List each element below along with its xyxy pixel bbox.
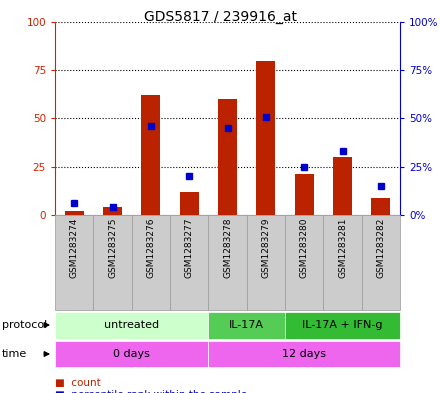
Text: GSM1283275: GSM1283275 xyxy=(108,218,117,278)
Bar xyxy=(218,99,237,215)
Text: GSM1283277: GSM1283277 xyxy=(185,218,194,278)
Bar xyxy=(256,61,275,215)
Text: ■  count: ■ count xyxy=(55,378,101,388)
Bar xyxy=(323,215,362,310)
Text: ■  percentile rank within the sample: ■ percentile rank within the sample xyxy=(55,390,247,393)
Text: GSM1283281: GSM1283281 xyxy=(338,218,347,278)
Text: 12 days: 12 days xyxy=(282,349,326,359)
Text: untreated: untreated xyxy=(104,320,159,330)
Text: GSM1283279: GSM1283279 xyxy=(261,218,270,278)
Text: GSM1283276: GSM1283276 xyxy=(147,218,155,278)
Text: IL-17A + IFN-g: IL-17A + IFN-g xyxy=(302,320,383,330)
Bar xyxy=(55,312,208,338)
Bar xyxy=(208,215,247,310)
Bar xyxy=(170,215,208,310)
Bar xyxy=(208,342,400,367)
Bar xyxy=(55,215,93,310)
Text: GDS5817 / 239916_at: GDS5817 / 239916_at xyxy=(143,10,297,24)
Bar xyxy=(333,157,352,215)
Text: IL-17A: IL-17A xyxy=(229,320,264,330)
Bar xyxy=(371,198,390,215)
Bar xyxy=(141,95,161,215)
Bar xyxy=(285,215,323,310)
Text: GSM1283274: GSM1283274 xyxy=(70,218,79,278)
Text: protocol: protocol xyxy=(2,320,47,330)
Bar xyxy=(55,342,208,367)
Bar xyxy=(362,215,400,310)
Bar xyxy=(208,312,285,338)
Bar xyxy=(247,215,285,310)
Bar xyxy=(93,215,132,310)
Text: GSM1283278: GSM1283278 xyxy=(223,218,232,278)
Bar xyxy=(132,215,170,310)
Bar xyxy=(65,211,84,215)
Bar xyxy=(295,174,314,215)
Bar xyxy=(285,312,400,338)
Text: GSM1283280: GSM1283280 xyxy=(300,218,309,278)
Text: 0 days: 0 days xyxy=(113,349,150,359)
Text: GSM1283282: GSM1283282 xyxy=(376,218,385,278)
Bar xyxy=(180,192,199,215)
Text: time: time xyxy=(2,349,27,359)
Bar xyxy=(103,207,122,215)
